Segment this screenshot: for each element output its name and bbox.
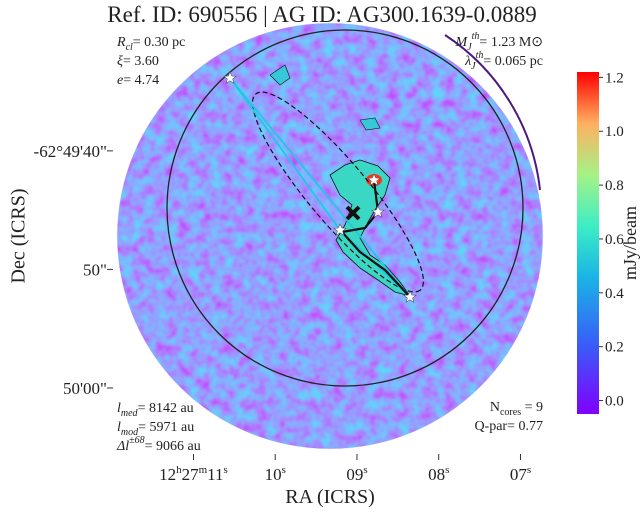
- unit-superscript: s: [282, 464, 286, 476]
- annotation: ξ= 3.60: [117, 54, 159, 69]
- tick-digits: 10: [265, 465, 282, 484]
- unit-superscript: s: [363, 464, 367, 476]
- unit-superscript: s: [224, 464, 228, 476]
- small-contour: [359, 117, 381, 131]
- core-star: [223, 71, 237, 84]
- colorbar-tick-label: 0.8: [605, 178, 624, 194]
- annotation-value: = 0.30 pc: [133, 35, 186, 50]
- map-edge: [116, 22, 544, 450]
- subscript: mod: [121, 427, 139, 438]
- annotation: lmod= 5971 au: [117, 420, 194, 438]
- annotation-value: = 4.74: [123, 73, 159, 88]
- superscript: th: [476, 50, 484, 61]
- x-tick-label: 08s: [428, 464, 449, 484]
- symbol: ξ: [117, 54, 123, 69]
- small-contour: [269, 64, 291, 86]
- colorbar-tick-label: 0.0: [605, 394, 624, 410]
- symbol: Δl: [116, 439, 129, 454]
- fit-ellipse: [251, 91, 425, 293]
- annotation: Δl±68= 9066 au: [116, 435, 201, 454]
- core-star: [367, 173, 381, 186]
- y-tick-label: 50'00": [63, 379, 107, 398]
- symbol: R: [116, 35, 126, 50]
- annotation: Ncores = 9: [490, 400, 543, 418]
- unit-superscript: h: [176, 464, 182, 476]
- unit-superscript: m: [199, 464, 208, 476]
- colorbar-tick-label: 0.6: [605, 232, 624, 248]
- tick-digits: 12: [159, 465, 176, 484]
- annotation: λJth= 0.065 pc: [464, 50, 543, 72]
- unit-superscript: s: [445, 464, 449, 476]
- unit-superscript: s: [527, 464, 531, 476]
- annotation-value: = 1.23 M⊙: [479, 35, 543, 50]
- emission-map: [117, 23, 543, 449]
- symbol: l: [117, 401, 121, 416]
- annotation-value: = 0.77: [507, 419, 543, 434]
- y-axis-label: Dec (ICRS): [8, 189, 30, 284]
- y-tick-label: -62°49'40": [34, 142, 107, 161]
- centroid-cross: [345, 205, 361, 221]
- symbol: N: [490, 400, 500, 415]
- subscript: J: [471, 61, 476, 72]
- cluster-circle: [166, 29, 524, 387]
- x-tick-label: 07s: [510, 464, 531, 484]
- annotation: lmed= 8142 au: [117, 401, 194, 419]
- symbol: M: [455, 35, 469, 50]
- symbol: Q-par: [474, 419, 507, 434]
- tick-digits: 27: [182, 465, 200, 484]
- symbol: e: [117, 73, 123, 88]
- core-star: [333, 223, 347, 236]
- outer-arc: [444, 34, 541, 191]
- colorbar-tick-label: 1.2: [605, 70, 624, 86]
- chart-title: Ref. ID: 690556 | AG ID: AG300.1639-0.08…: [107, 2, 536, 27]
- colorbar-tick-label: 0.4: [605, 286, 624, 302]
- annotation-value: = 9: [521, 400, 543, 415]
- colorbar: [577, 72, 599, 414]
- annotation-value: = 0.065 pc: [483, 54, 543, 69]
- core-star: [403, 290, 417, 303]
- x-tick-label: 09s: [346, 464, 367, 484]
- annotation-value: = 5971 au: [138, 420, 194, 435]
- x-axis-label: RA (ICRS): [285, 486, 374, 508]
- annotation: Rcl= 0.30 pc: [116, 35, 185, 53]
- core-star: [371, 205, 385, 218]
- x-tick-label: 12h27m11s: [159, 464, 228, 484]
- symbol: λ: [464, 54, 471, 69]
- tick-digits: 11: [207, 465, 223, 484]
- subscript: med: [121, 408, 139, 419]
- tick-digits: 07: [510, 465, 528, 484]
- colorbar-label: mJy/beam: [620, 206, 640, 280]
- subscript: cl: [126, 42, 133, 53]
- annotation-value: = 9066 au: [145, 439, 201, 454]
- annotation: Q-par= 0.77: [474, 419, 543, 434]
- subscript: J: [467, 42, 472, 53]
- colorbar-tick-label: 0.2: [605, 340, 624, 356]
- annotation: MJth= 1.23 M⊙: [455, 31, 543, 53]
- cores: [223, 71, 417, 303]
- symbol: l: [117, 420, 121, 435]
- annotation-value: = 8142 au: [138, 401, 194, 416]
- annotation-value: = 3.60: [123, 54, 159, 69]
- superscript: th: [472, 31, 480, 42]
- tick-digits: 09: [346, 465, 363, 484]
- noise-background: [117, 23, 543, 449]
- superscript: ±68: [129, 435, 145, 446]
- tick-digits: 08: [428, 465, 445, 484]
- colorbar-tick-label: 1.0: [605, 124, 624, 140]
- y-tick-label: 50": [83, 260, 107, 279]
- annotation: e= 4.74: [117, 73, 159, 88]
- subscript: cores: [500, 407, 521, 418]
- x-tick-label: 10s: [265, 464, 286, 484]
